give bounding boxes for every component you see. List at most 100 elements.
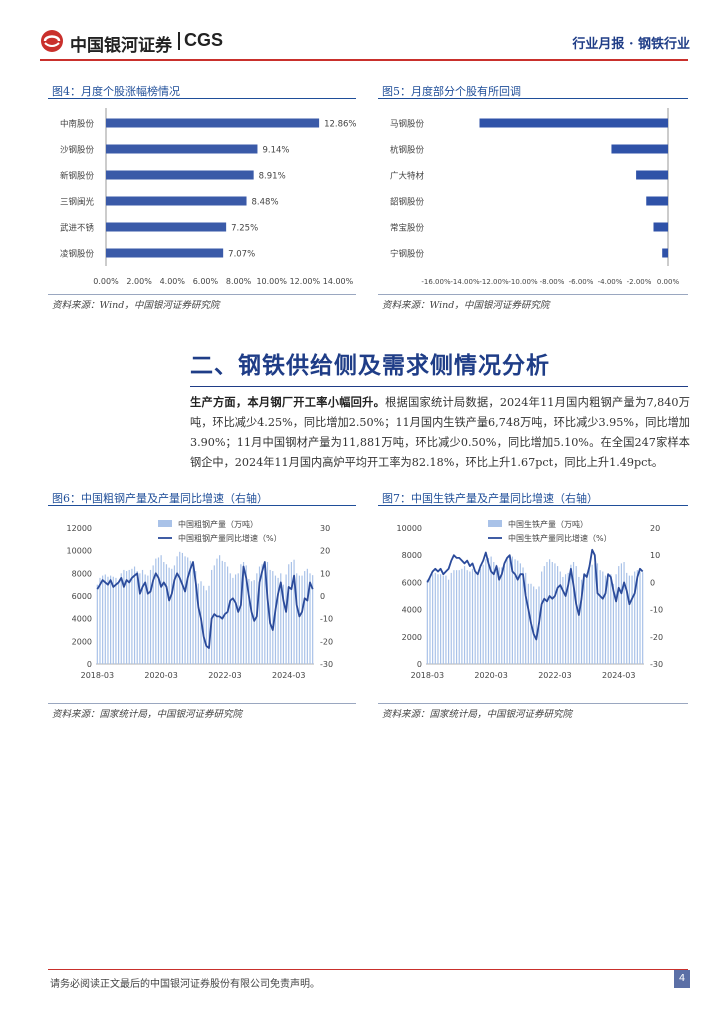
bar: [498, 567, 500, 664]
bar: [123, 569, 125, 664]
figure4-chart: 中南股份 12.86% 沙钢股份 9.14% 新钢股份 8.91% 三钢闽光 8.48% 武进不…: [60, 108, 357, 286]
bar: [463, 566, 466, 664]
header-divider: [40, 59, 688, 61]
bar: [511, 556, 514, 664]
figure6-chart: 0 2000 4000 6000 8000 10000 12000 -30 -20 -10 0 10 2…: [67, 519, 334, 680]
bar: [615, 574, 617, 664]
bar: [106, 170, 254, 180]
bar: [216, 558, 218, 664]
bar: [503, 566, 506, 664]
figure4-title-rule: [48, 98, 356, 99]
growth-line: [96, 561, 314, 650]
bar: [556, 566, 559, 664]
bar: [493, 562, 495, 664]
bar: [535, 589, 537, 664]
bar: [450, 572, 452, 664]
bar: [298, 575, 300, 664]
bar: [599, 570, 601, 664]
bar: [165, 564, 168, 664]
bar: [628, 575, 630, 664]
bar: [543, 566, 545, 664]
figure5-source: 资料来源：Wind，中国银河证券研究院: [382, 300, 550, 311]
bar: [546, 562, 548, 664]
bar: [517, 560, 519, 664]
bar: [296, 573, 298, 664]
bar: [110, 575, 112, 664]
bar: [453, 570, 455, 664]
x-tick-label: -8.00%: [540, 278, 565, 286]
bar: [591, 564, 593, 664]
bar: [104, 574, 106, 664]
bar: [575, 566, 577, 664]
bar: [434, 572, 436, 664]
bar: [455, 570, 458, 664]
x-tick-label: 2018-03: [81, 671, 114, 680]
right-tick-label: 0: [650, 578, 655, 587]
bar: [253, 580, 255, 664]
paragraph-body: 根据国家统计局数据，2024年11月国内粗钢产量为7,840万吨，环比减少4.2…: [190, 396, 690, 469]
bar: [471, 568, 474, 664]
bar: [588, 566, 591, 664]
bar: [490, 556, 492, 664]
brand-name-en: CGS: [184, 30, 224, 50]
bar: [189, 560, 191, 664]
bar: [583, 578, 585, 664]
data-label: 7.07%: [228, 250, 255, 260]
bar: [290, 562, 293, 664]
x-tick-label: 2024-03: [602, 671, 635, 680]
page-number: 4: [674, 970, 690, 988]
bar: [447, 579, 450, 664]
left-tick-label: 12000: [67, 524, 92, 533]
bar: [620, 563, 623, 664]
bar: [125, 571, 128, 664]
bar: [559, 571, 561, 664]
bar: [160, 555, 162, 664]
bar: [485, 559, 487, 664]
x-tick-label: 2022-03: [538, 671, 571, 680]
brand-separator: [178, 32, 180, 50]
bar: [634, 571, 636, 664]
bar: [541, 571, 543, 664]
bar: [527, 583, 529, 664]
bar: [258, 566, 261, 664]
bar: [115, 577, 117, 664]
bar: [646, 196, 668, 206]
left-tick-label: 10000: [67, 547, 92, 556]
bar: [562, 576, 564, 664]
bar: [117, 582, 120, 664]
bar: [445, 575, 447, 664]
x-tick-label: -16.00%: [421, 278, 451, 286]
x-tick-label: 6.00%: [193, 277, 219, 286]
bar: [549, 559, 551, 664]
bar: [551, 562, 553, 664]
bar: [184, 556, 186, 664]
footer-divider: [48, 969, 688, 970]
x-tick-label: 12.00%: [290, 277, 321, 286]
bar: [136, 571, 138, 664]
category-label: 新钢股份: [60, 171, 95, 182]
x-tick-label: 10.00%: [256, 277, 287, 286]
cgs-logo-icon: [41, 30, 63, 52]
brand-name-cn: 中国银河证券: [70, 36, 172, 56]
bar: [618, 566, 620, 664]
bar: [237, 573, 239, 664]
category-label: 沙钢股份: [60, 145, 95, 156]
figure6-title-rule: [48, 505, 356, 506]
bar: [442, 575, 444, 664]
bar: [197, 583, 199, 664]
bar: [285, 574, 287, 664]
data-label: 7.25%: [231, 224, 258, 234]
bar: [192, 566, 194, 664]
bar: [479, 118, 668, 128]
bar: [309, 573, 311, 664]
bar: [245, 565, 247, 664]
figure5-bottom-rule: [378, 294, 688, 295]
category-label: 中南股份: [60, 119, 95, 130]
bar: [626, 572, 628, 664]
bar: [440, 574, 442, 664]
bar: [181, 552, 184, 664]
bar: [602, 571, 604, 664]
bar: [594, 563, 596, 664]
figure7-bottom-rule: [378, 703, 688, 704]
